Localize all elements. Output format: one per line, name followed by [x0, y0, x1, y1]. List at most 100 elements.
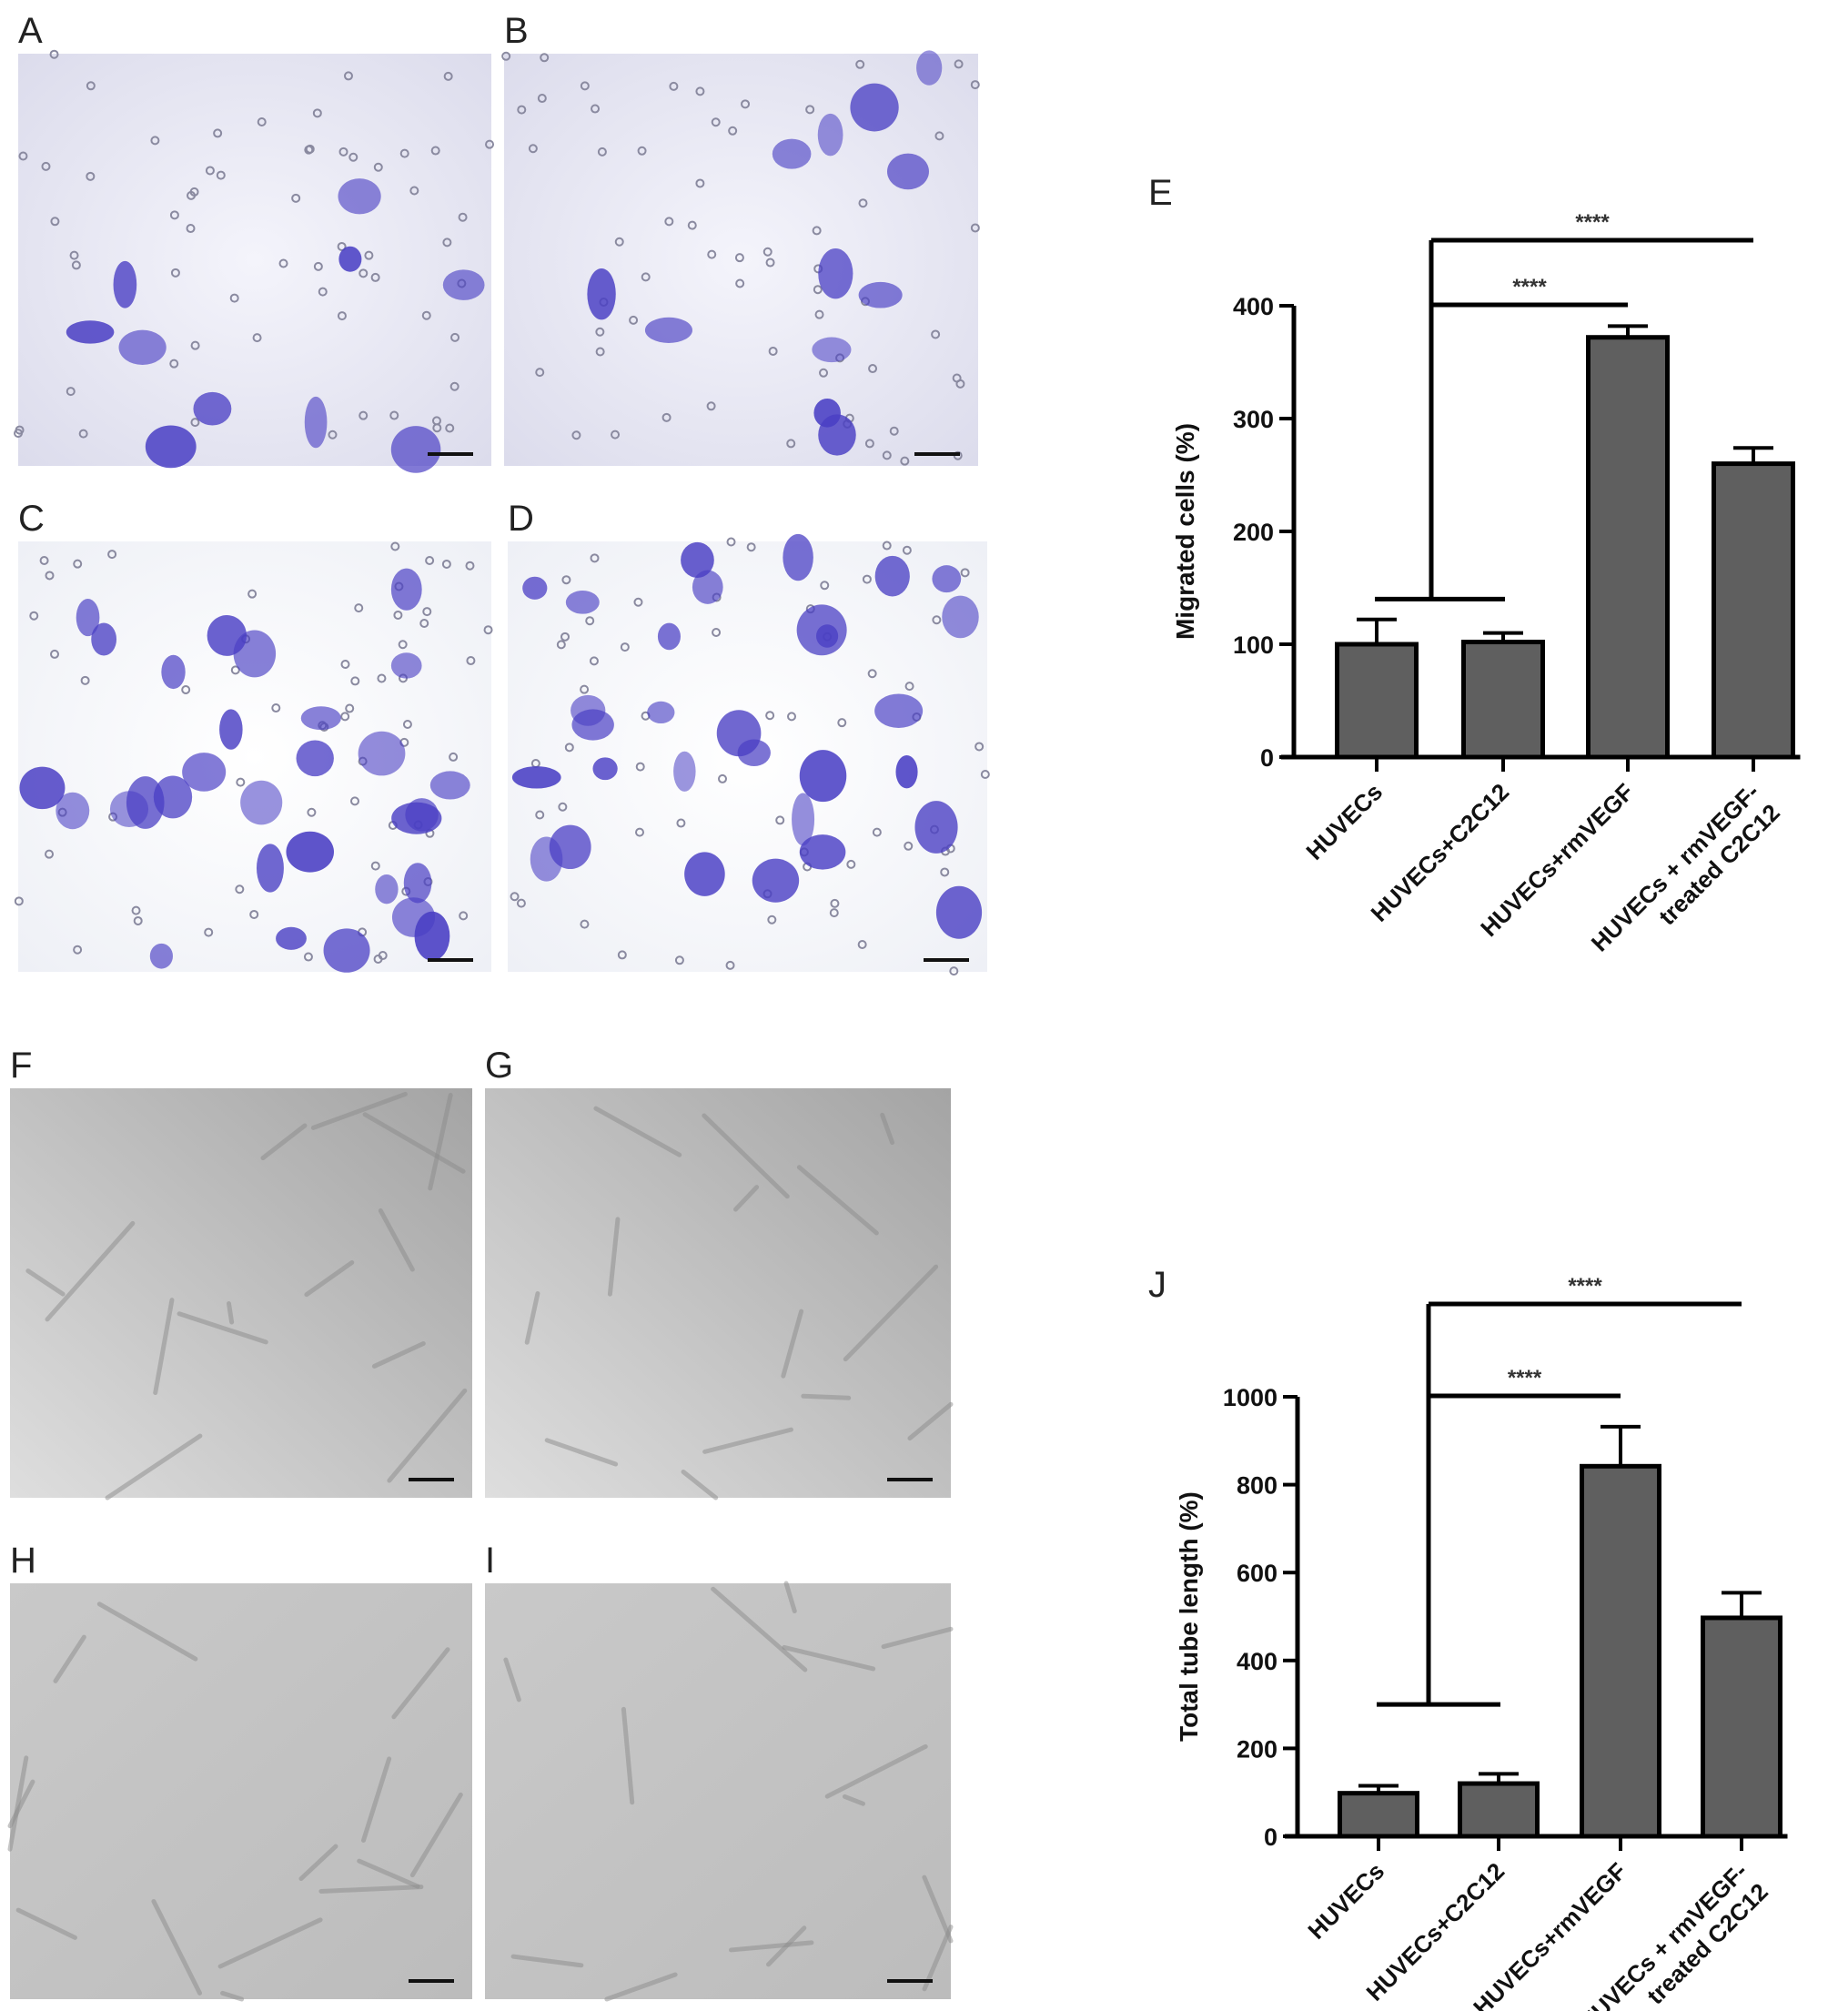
stained-cell	[91, 622, 117, 656]
stained-cell	[76, 599, 100, 637]
pore	[389, 410, 399, 420]
pore	[257, 116, 267, 126]
pore	[768, 346, 778, 356]
pore	[236, 777, 246, 787]
pore	[889, 426, 899, 436]
y-tick-label: 800	[1237, 1472, 1277, 1500]
stained-cell	[858, 281, 903, 308]
micrograph-a: A	[14, 11, 495, 473]
pore	[813, 285, 823, 295]
y-tick-label: 100	[1233, 632, 1274, 659]
stained-cell	[161, 654, 186, 690]
pore	[707, 249, 717, 259]
pore	[537, 94, 547, 104]
pore	[617, 950, 627, 960]
pore	[637, 146, 647, 156]
tube-structure	[621, 1706, 635, 1805]
pore	[711, 117, 721, 127]
pore	[560, 632, 571, 642]
pore	[664, 217, 674, 227]
panel-label: H	[10, 1541, 36, 1581]
pore	[107, 550, 117, 560]
stained-cell	[375, 874, 399, 904]
pore	[449, 381, 459, 391]
pore	[540, 53, 550, 63]
panel-label: E	[1148, 173, 1173, 213]
pore	[466, 656, 476, 666]
tube-structure	[378, 1208, 415, 1272]
pore	[974, 742, 985, 752]
pore	[449, 752, 459, 762]
stained-cell	[153, 775, 193, 819]
tube-structure	[177, 1311, 268, 1345]
pore	[190, 340, 200, 350]
pore	[862, 574, 872, 584]
stained-cell	[145, 425, 197, 469]
pore	[86, 171, 96, 181]
stained-cell	[338, 246, 362, 272]
tube-structure	[604, 1972, 678, 2002]
stained-cell	[149, 943, 173, 969]
pore	[517, 105, 527, 115]
pore	[340, 659, 350, 669]
stained-cell	[592, 757, 618, 781]
pore	[271, 703, 281, 713]
tube-structure	[907, 1401, 954, 1441]
stained-cell	[522, 576, 548, 600]
pore	[837, 718, 847, 728]
y-tick-label: 0	[1264, 1824, 1277, 1851]
pore	[370, 861, 380, 871]
y-axis-label: Total tube length (%)	[1175, 1491, 1203, 1742]
pore	[45, 849, 55, 859]
pore	[556, 640, 566, 650]
pore	[580, 684, 590, 694]
pore	[337, 241, 347, 251]
pore	[629, 315, 639, 325]
pore	[726, 537, 736, 547]
scale-bar	[409, 1478, 454, 1481]
pore	[364, 250, 374, 260]
stained-cell	[874, 555, 910, 597]
pore	[970, 223, 980, 233]
significance-label: ****	[1568, 1274, 1602, 1299]
stained-cell	[942, 595, 979, 639]
pore	[535, 368, 545, 378]
tube-structure	[544, 1438, 619, 1467]
tube-structure	[7, 1755, 29, 1852]
pore	[45, 571, 55, 581]
y-tick-label: 0	[1260, 744, 1274, 772]
y-tick-label: 1000	[1223, 1384, 1277, 1411]
pore	[442, 237, 452, 248]
micrograph-image	[18, 54, 491, 466]
pore	[318, 287, 328, 297]
pore	[904, 841, 914, 851]
pore	[676, 818, 686, 828]
scale-bar	[428, 452, 473, 456]
pore	[445, 423, 455, 433]
stained-cell	[549, 824, 591, 870]
stained-cell	[113, 260, 137, 308]
stained-cell	[429, 771, 470, 800]
pore	[345, 703, 355, 713]
tube-structure	[782, 1644, 876, 1672]
scale-bar	[409, 1979, 454, 1983]
stained-cell	[414, 911, 450, 961]
tube-structure	[781, 1309, 804, 1379]
tube-structure	[298, 1844, 338, 1882]
scale-bar	[887, 1979, 933, 1983]
pore	[734, 253, 744, 263]
pore	[230, 665, 240, 675]
stained-cell	[338, 178, 381, 215]
pore	[846, 859, 856, 869]
pore	[312, 108, 322, 118]
pore	[746, 542, 756, 552]
pore	[187, 190, 197, 200]
tube-structure	[729, 1940, 814, 1953]
pore	[399, 148, 409, 158]
pore	[765, 258, 775, 268]
pore	[501, 51, 511, 61]
tube-structure	[387, 1388, 468, 1483]
tube-structure	[151, 1898, 203, 1996]
pore	[882, 450, 892, 460]
tube-structure	[310, 1091, 408, 1130]
